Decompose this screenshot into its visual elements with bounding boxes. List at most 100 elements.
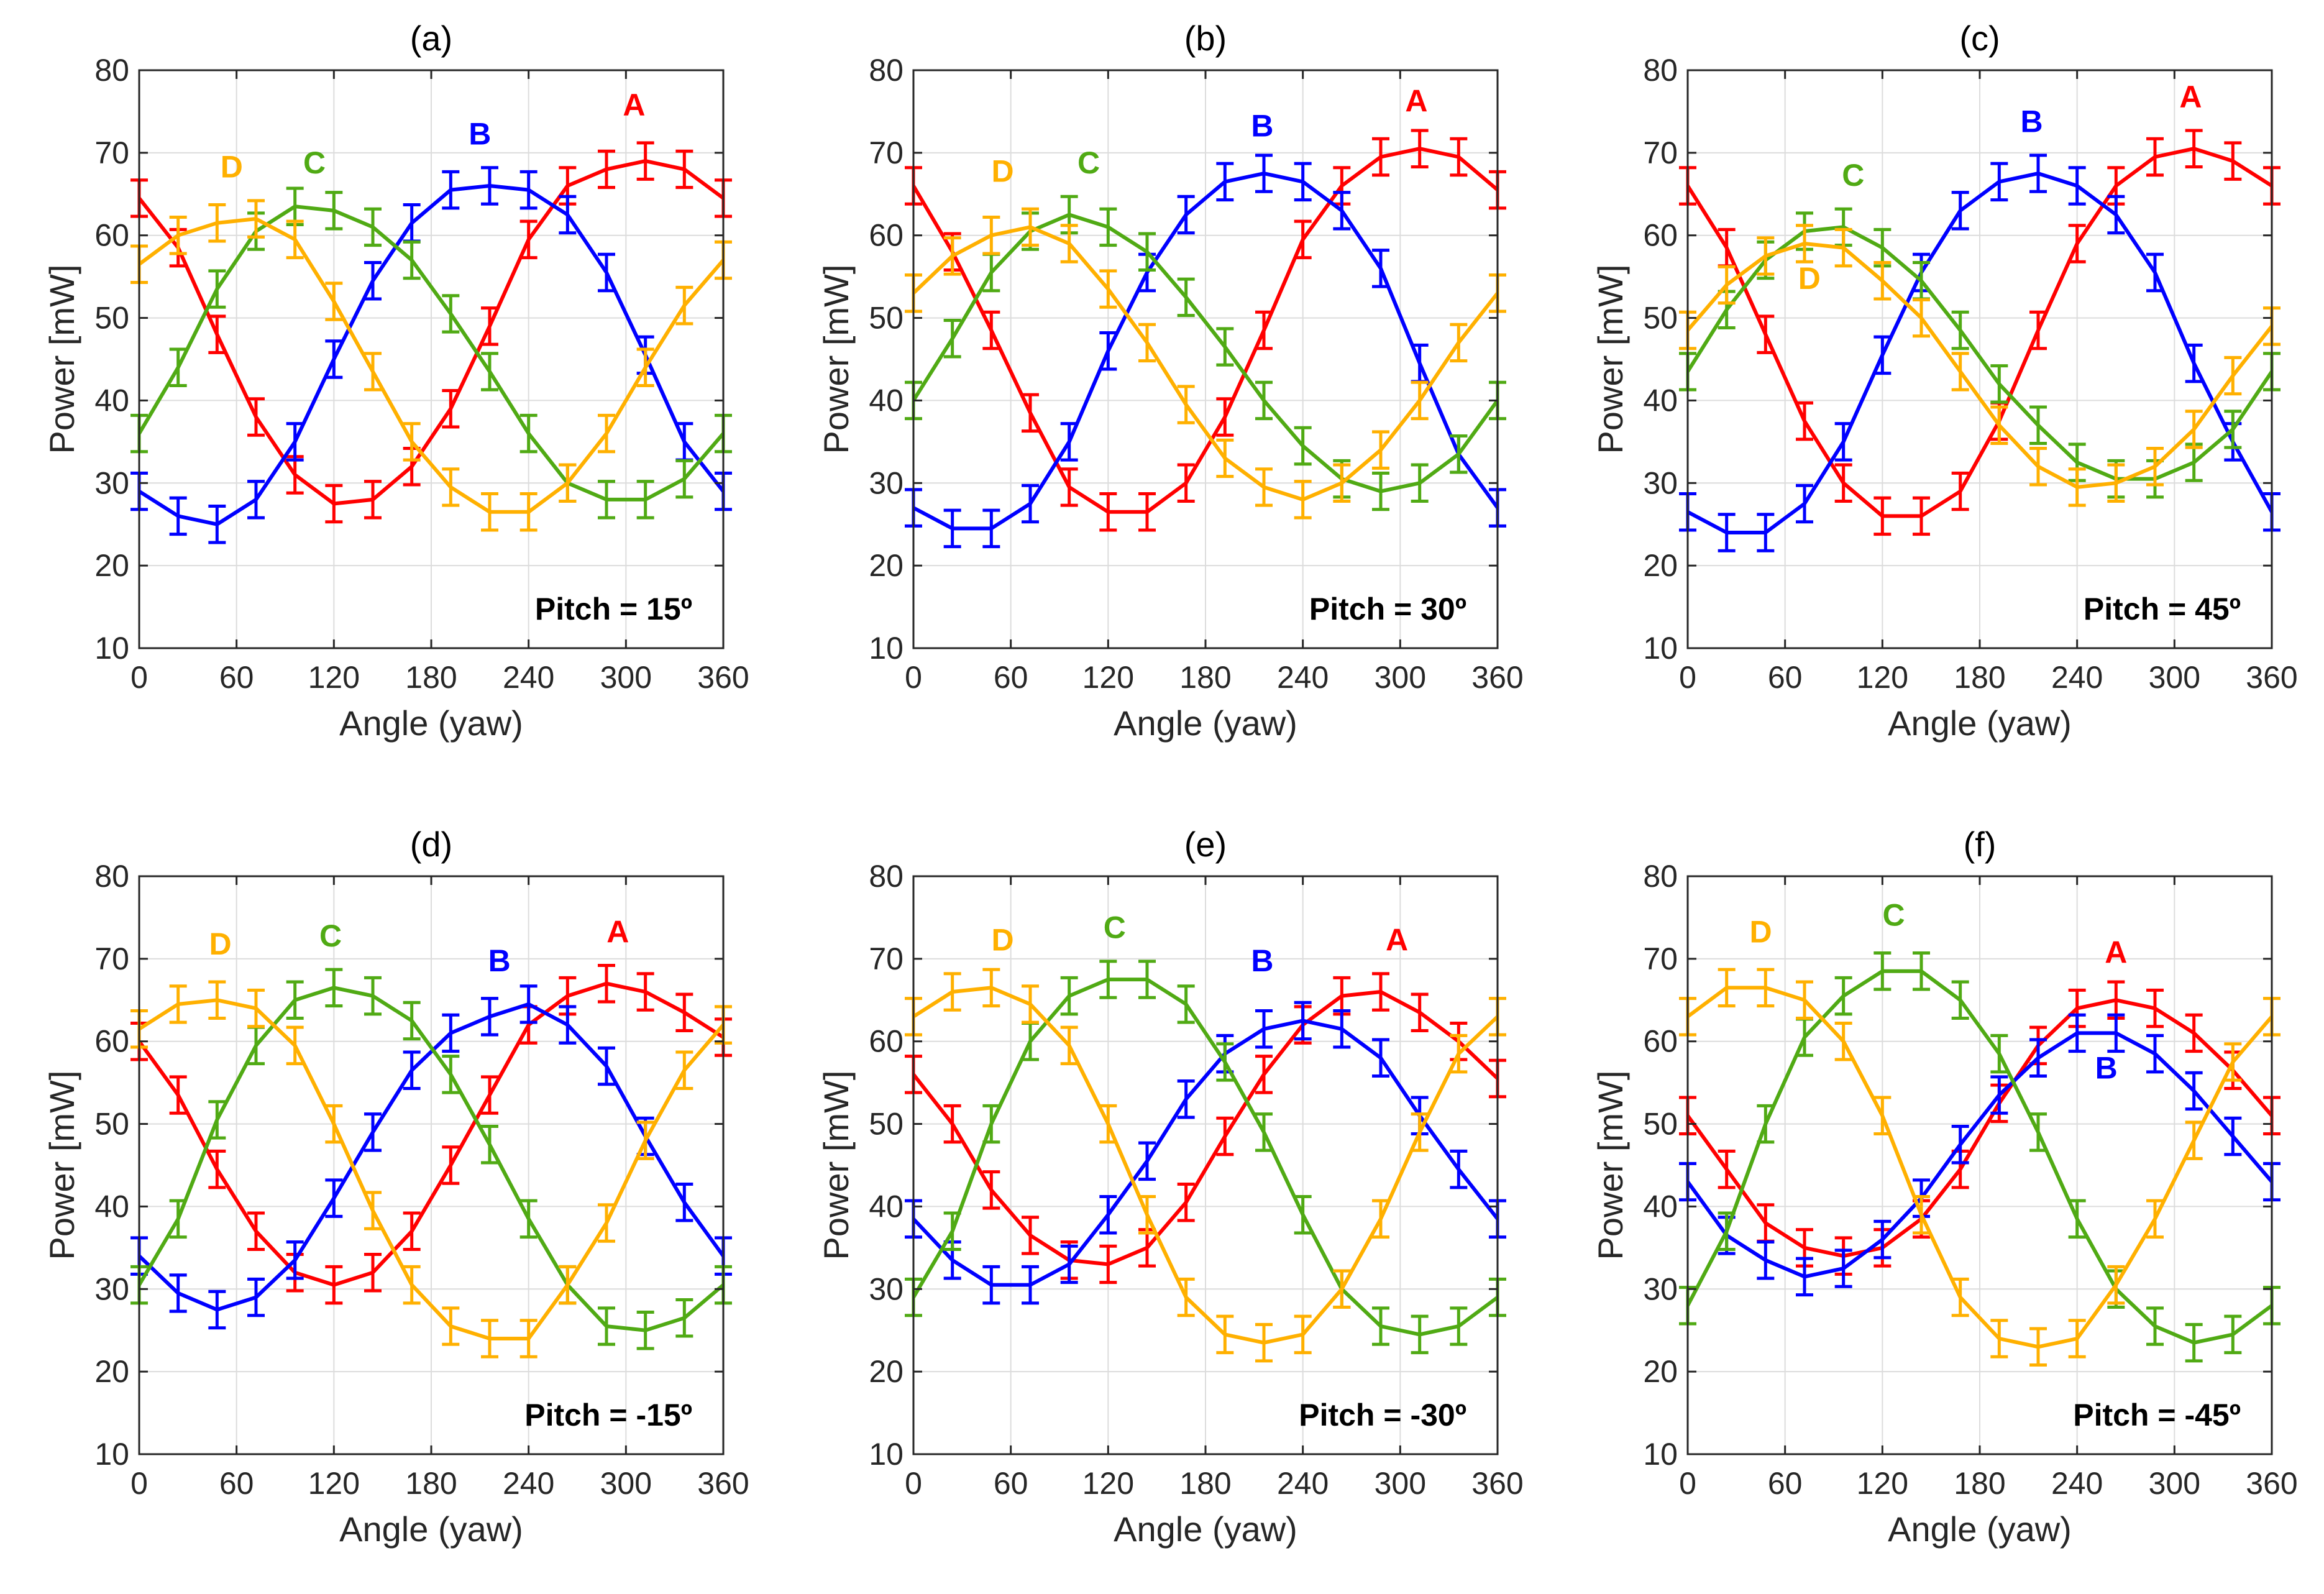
error-bar: [636, 972, 654, 1012]
series-line: [138, 217, 725, 514]
error-bar: [1796, 401, 1813, 441]
error-bar: [1450, 1033, 1468, 1074]
error-bar: [1372, 1306, 1389, 1346]
series-label: B: [2095, 1051, 2118, 1086]
error-bar: [169, 347, 187, 388]
series-A: A: [905, 923, 1506, 1285]
error-bar: [2068, 224, 2086, 263]
error-bar: [1990, 364, 2008, 404]
series-line: [137, 159, 725, 506]
error-bar: [208, 980, 226, 1020]
error-bar: [559, 1265, 577, 1305]
y-tick-label: 40: [94, 1189, 129, 1224]
error-bar: [1294, 219, 1312, 260]
error-bar: [1718, 968, 1736, 1008]
error-bar: [325, 339, 343, 379]
series-label: C: [319, 918, 342, 953]
error-bar: [1177, 1277, 1195, 1317]
x-tick-label: 0: [130, 1466, 148, 1501]
error-bar: [1216, 438, 1234, 479]
error-bar: [2107, 463, 2125, 503]
y-tick-label: 10: [869, 631, 904, 666]
y-tick-label: 70: [1643, 135, 1678, 170]
pitch-annotation: Pitch = 30º: [1309, 592, 1466, 626]
error-bar: [2224, 355, 2242, 396]
error-bar: [1294, 426, 1312, 466]
error-bar: [442, 1306, 460, 1346]
series-A: A: [130, 88, 732, 524]
error-bar: [1060, 976, 1078, 1016]
error-bar: [1255, 1055, 1273, 1094]
series-line: [1686, 986, 2274, 1349]
y-tick-label: 60: [869, 1024, 904, 1059]
x-tick-label: 360: [1471, 1466, 1523, 1501]
error-bar: [325, 483, 343, 524]
series-label: A: [1386, 923, 1408, 958]
error-bar: [1138, 1141, 1156, 1181]
y-tick-label: 80: [869, 53, 904, 88]
y-tick-label: 40: [869, 1189, 904, 1224]
error-bar: [208, 314, 226, 354]
error-bar: [636, 1310, 654, 1350]
error-bar: [481, 1319, 498, 1358]
series-D: D: [905, 153, 1506, 520]
pitch-annotation: Pitch = 15º: [535, 592, 692, 626]
error-bar: [1099, 1104, 1117, 1144]
error-bar: [403, 240, 421, 280]
error-bar: [1913, 298, 1930, 338]
series-B: B: [905, 943, 1506, 1305]
x-axis-label: Angle (yaw): [339, 1509, 523, 1549]
error-bar: [519, 492, 538, 532]
error-bar: [1060, 1025, 1078, 1066]
error-bar: [1255, 310, 1273, 350]
error-bar: [2107, 195, 2125, 235]
error-bar: [1411, 992, 1429, 1032]
error-bar: [1372, 1038, 1389, 1078]
error-bar: [636, 480, 654, 520]
error-bar: [1718, 265, 1736, 305]
series-line: [912, 225, 1499, 502]
series-label: A: [1405, 83, 1427, 118]
y-tick-label: 60: [869, 218, 904, 253]
error-bar: [481, 166, 498, 206]
error-bar: [1834, 1248, 1852, 1288]
error-bar: [169, 984, 187, 1024]
error-bar: [1060, 224, 1078, 263]
error-bar: [481, 1075, 498, 1115]
x-tick-label: 120: [1857, 1466, 1908, 1501]
x-tick-label: 180: [1954, 1466, 2005, 1501]
error-bar: [1873, 335, 1892, 375]
pitch-annotation: Pitch = -30º: [1299, 1398, 1466, 1432]
x-tick-label: 180: [405, 1466, 457, 1501]
y-tick-label: 80: [94, 859, 129, 894]
series-label: A: [623, 88, 645, 122]
error-bar: [442, 1013, 460, 1053]
series-D: D: [130, 927, 732, 1358]
y-tick-label: 60: [94, 218, 129, 253]
error-bar: [559, 463, 577, 503]
error-bar: [481, 306, 498, 346]
error-bar: [636, 347, 654, 388]
y-tick-label: 80: [94, 53, 129, 88]
error-bar: [1757, 1240, 1775, 1280]
error-bar: [1757, 968, 1775, 1008]
error-bar: [1718, 1149, 1736, 1189]
error-bar: [675, 992, 693, 1032]
error-bar: [559, 1005, 577, 1045]
error-bar: [2146, 446, 2164, 487]
error-bar: [1138, 492, 1156, 532]
y-tick-label: 30: [1643, 465, 1678, 500]
error-bar: [1873, 1096, 1892, 1136]
error-bar: [325, 1104, 343, 1144]
error-bar: [598, 252, 615, 293]
series-label: C: [1842, 158, 1864, 193]
y-tick-label: 70: [869, 941, 904, 976]
x-tick-label: 240: [2051, 660, 2103, 695]
error-bar: [519, 219, 538, 260]
error-bar: [2068, 1013, 2086, 1053]
series-label: D: [1749, 914, 1772, 949]
error-bar: [1333, 1269, 1351, 1309]
error-bar: [1873, 261, 1892, 301]
error-bar: [1873, 1219, 1892, 1260]
error-bar: [2224, 1116, 2242, 1157]
